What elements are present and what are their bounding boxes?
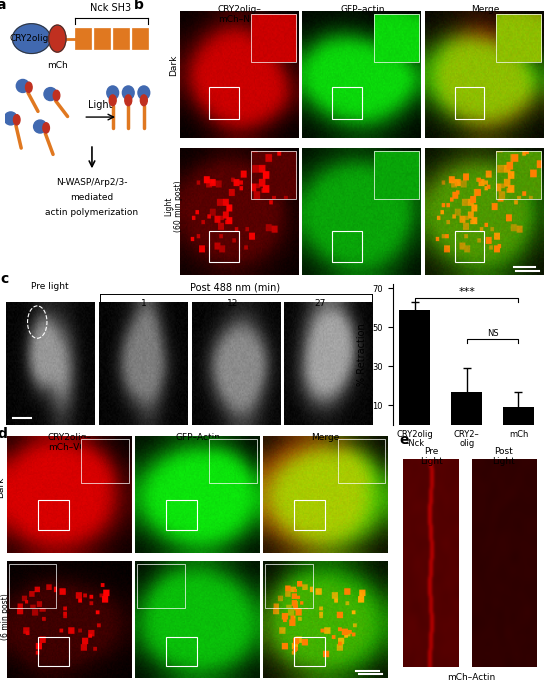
Text: ***: *** — [458, 287, 475, 297]
Bar — [38, 501, 69, 530]
Bar — [455, 87, 484, 119]
Ellipse shape — [122, 86, 134, 99]
Text: e: e — [399, 433, 409, 447]
Ellipse shape — [138, 86, 150, 99]
Text: Pre light: Pre light — [31, 282, 69, 291]
Bar — [294, 637, 325, 667]
Bar — [496, 14, 541, 62]
Bar — [75, 28, 91, 49]
Text: Dark: Dark — [169, 54, 178, 76]
Text: GFP–actin: GFP–actin — [340, 5, 385, 14]
Bar — [209, 231, 239, 262]
Ellipse shape — [43, 123, 49, 133]
Bar — [9, 564, 57, 608]
Bar — [94, 28, 110, 49]
Text: 1: 1 — [141, 299, 147, 308]
Text: mCh–Actin: mCh–Actin — [447, 673, 495, 682]
Text: actin polymerization: actin polymerization — [46, 208, 138, 216]
Text: Dark: Dark — [0, 477, 5, 499]
Text: 12: 12 — [227, 299, 238, 308]
Ellipse shape — [141, 95, 147, 105]
Text: mediated: mediated — [70, 193, 114, 202]
Bar — [209, 87, 239, 119]
Bar — [266, 564, 313, 608]
Bar — [503, 407, 534, 425]
Bar — [496, 151, 541, 199]
Bar — [332, 87, 362, 119]
Text: CRY2olig–
mCh–Nck: CRY2olig– mCh–Nck — [218, 5, 262, 24]
Text: b: b — [135, 0, 144, 12]
Text: a: a — [0, 0, 7, 12]
Ellipse shape — [109, 95, 116, 105]
Bar — [374, 14, 419, 62]
Text: CRY2olig: CRY2olig — [10, 34, 49, 43]
Ellipse shape — [44, 88, 57, 101]
Text: 27: 27 — [315, 299, 326, 308]
Y-axis label: % Retraction: % Retraction — [357, 323, 367, 386]
Text: N-WASP/Arp2/3-: N-WASP/Arp2/3- — [56, 178, 128, 187]
Bar — [251, 151, 296, 199]
Ellipse shape — [49, 25, 66, 52]
Ellipse shape — [33, 120, 47, 133]
Ellipse shape — [107, 86, 119, 99]
Text: mCh: mCh — [47, 61, 68, 70]
Text: Post
Light: Post Light — [492, 447, 515, 466]
Text: Light: Light — [88, 100, 113, 110]
Bar — [81, 439, 128, 483]
Text: NS: NS — [487, 329, 498, 338]
Text: c: c — [0, 272, 8, 286]
Text: Merge: Merge — [470, 5, 499, 14]
Text: Post 488 nm (min): Post 488 nm (min) — [190, 282, 280, 292]
Bar — [451, 392, 482, 425]
Bar — [294, 501, 325, 530]
Bar — [166, 501, 197, 530]
Bar — [38, 637, 69, 667]
Bar — [113, 28, 129, 49]
Text: Light
(6 min post): Light (6 min post) — [0, 593, 10, 640]
Ellipse shape — [13, 114, 20, 125]
Bar — [132, 28, 148, 49]
Ellipse shape — [13, 24, 51, 53]
Bar — [166, 637, 197, 667]
Bar — [137, 564, 184, 608]
Ellipse shape — [4, 112, 17, 125]
Ellipse shape — [16, 79, 29, 92]
Bar — [209, 439, 256, 483]
Text: CRY2olig–
mCh–VCA: CRY2olig– mCh–VCA — [48, 433, 92, 452]
Text: d: d — [0, 427, 8, 440]
Ellipse shape — [26, 82, 32, 92]
Text: Pre
Light: Pre Light — [420, 447, 442, 466]
Bar — [374, 151, 419, 199]
Bar — [332, 231, 362, 262]
Bar — [455, 231, 484, 262]
Bar — [338, 439, 385, 483]
Ellipse shape — [53, 90, 60, 101]
Bar — [399, 310, 430, 425]
Ellipse shape — [125, 95, 132, 105]
Text: Light
(60 min post): Light (60 min post) — [164, 180, 183, 232]
Text: Merge: Merge — [311, 433, 340, 442]
Bar — [251, 14, 296, 62]
Text: Nck SH3: Nck SH3 — [91, 3, 132, 13]
Text: GFP–Actin: GFP–Actin — [175, 433, 220, 442]
